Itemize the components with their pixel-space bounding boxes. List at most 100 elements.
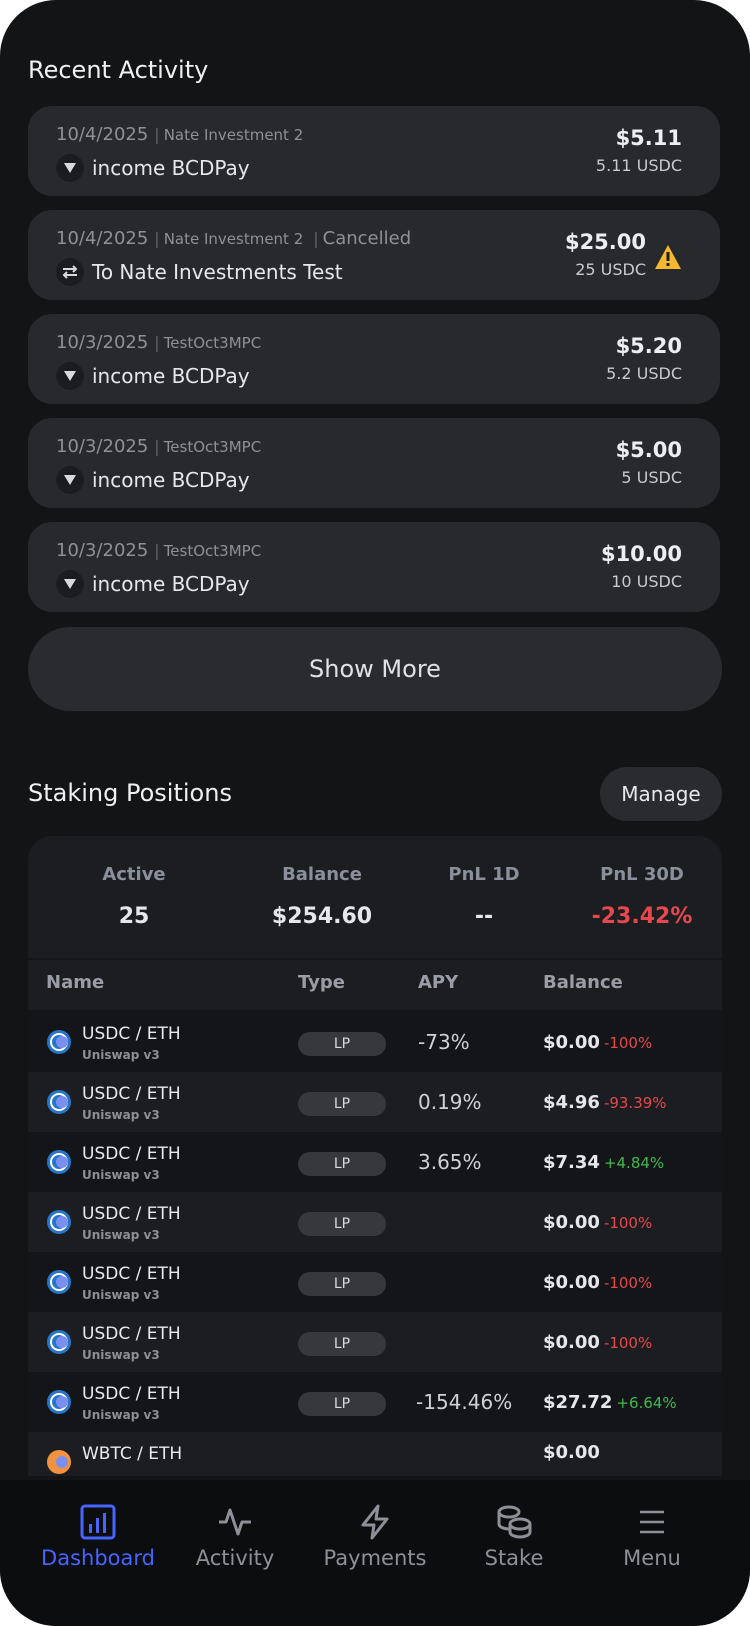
position-change: -100%: [603, 1214, 653, 1232]
activity-item[interactable]: 10/3/2025 | TestOct3MPC income BCDPay $10.…: [28, 522, 720, 612]
activity-account: Nate Investment 2: [163, 230, 304, 248]
position-change: +4.84%: [603, 1154, 665, 1172]
activity-item[interactable]: 10/3/2025 | TestOct3MPC income BCDPay $5.2…: [28, 314, 720, 404]
usdc-token-icon: [47, 1270, 71, 1294]
position-change: +6.64%: [616, 1394, 677, 1412]
position-type-badge: LP: [298, 1152, 386, 1176]
divider: [28, 958, 722, 960]
position-balance: $0.00: [543, 1032, 600, 1053]
nav-stake[interactable]: Stake: [444, 1504, 584, 1570]
activity-amount-usdc: 5.11 USDC: [595, 156, 682, 175]
show-more-button[interactable]: Show More: [28, 627, 722, 711]
summary-pnl-30d-label: PnL 30D: [600, 864, 684, 885]
arrow-down-icon: [56, 154, 84, 182]
position-balance: $0.00: [543, 1442, 600, 1463]
usdc-token-icon: [47, 1330, 71, 1354]
table-row[interactable]: USDC / ETH Uniswap v3 LP -73% $0.00 -100%: [28, 1012, 722, 1072]
position-pair: USDC / ETH: [82, 1144, 181, 1164]
usdc-token-icon: [47, 1090, 71, 1114]
table-row[interactable]: WBTC / ETH $0.00: [28, 1432, 722, 1476]
activity-date: 10/3/2025: [56, 332, 149, 353]
position-apy: -73%: [418, 1030, 470, 1054]
position-apy: -154.46%: [416, 1390, 513, 1414]
table-row[interactable]: USDC / ETH Uniswap v3 LP $0.00 -100%: [28, 1312, 722, 1372]
position-pair: USDC / ETH: [82, 1024, 181, 1044]
bottom-nav: Dashboard Activity Payments Stake Menu: [0, 1480, 750, 1626]
activity-description: To Nate Investments Test: [92, 260, 343, 284]
activity-item[interactable]: 10/4/2025 | Nate Investment 2 | Cancelled To…: [28, 210, 720, 300]
manage-button[interactable]: Manage: [600, 767, 722, 821]
nav-activity[interactable]: Activity: [165, 1504, 305, 1570]
position-type-badge: LP: [298, 1212, 386, 1236]
table-row[interactable]: USDC / ETH Uniswap v3 LP $0.00 -100%: [28, 1252, 722, 1312]
usdc-token-icon: [47, 1150, 71, 1174]
table-row[interactable]: USDC / ETH Uniswap v3 LP 0.19% $4.96 -93.…: [28, 1072, 722, 1132]
summary-pnl-30d-value: -23.42%: [591, 904, 693, 929]
column-header-name[interactable]: Name: [46, 972, 105, 993]
activity-status: Cancelled: [322, 228, 412, 249]
position-pair: USDC / ETH: [82, 1264, 181, 1284]
activity-description: income BCDPay: [92, 572, 250, 596]
position-protocol: Uniswap v3: [82, 1348, 160, 1362]
activity-amount: $5.20: [615, 334, 682, 358]
column-header-type[interactable]: Type: [298, 972, 345, 993]
nav-payments[interactable]: Payments: [305, 1504, 445, 1570]
position-change: -100%: [603, 1274, 653, 1292]
position-balance: $0.00: [543, 1272, 600, 1293]
position-change: -93.39%: [603, 1094, 667, 1112]
summary-pnl-1d-label: PnL 1D: [448, 864, 520, 885]
position-type-badge: LP: [298, 1092, 386, 1116]
usdc-token-icon: [47, 1030, 71, 1054]
position-protocol: Uniswap v3: [82, 1168, 160, 1182]
table-row[interactable]: USDC / ETH Uniswap v3 LP -154.46% $27.72…: [28, 1372, 722, 1432]
position-balance: $7.34: [543, 1152, 600, 1173]
activity-amount: $10.00: [600, 542, 682, 566]
position-protocol: Uniswap v3: [82, 1228, 160, 1242]
position-protocol: Uniswap v3: [82, 1108, 160, 1122]
position-balance: $27.72: [543, 1392, 613, 1413]
arrow-down-icon: [56, 362, 84, 390]
activity-description: income BCDPay: [92, 364, 250, 388]
table-row[interactable]: USDC / ETH Uniswap v3 LP $0.00 -100%: [28, 1192, 722, 1252]
activity-date: 10/4/2025: [56, 228, 149, 249]
transfer-icon: [56, 258, 84, 286]
activity-date: 10/3/2025: [56, 436, 149, 457]
nav-label: Activity: [195, 1546, 275, 1570]
position-type-badge: LP: [298, 1332, 386, 1356]
activity-item[interactable]: 10/4/2025 | Nate Investment 2 income BCDPa…: [28, 106, 720, 196]
divider: [28, 1010, 722, 1012]
position-change: -100%: [603, 1034, 653, 1052]
warning-icon: [654, 244, 682, 274]
position-pair: USDC / ETH: [82, 1084, 181, 1104]
column-header-balance[interactable]: Balance: [543, 972, 623, 993]
recent-activity-title: Recent Activity: [28, 56, 209, 84]
activity-amount: $5.00: [615, 438, 682, 462]
nav-menu[interactable]: Menu: [582, 1504, 722, 1570]
arrow-down-icon: [56, 466, 84, 494]
wbtc-token-icon: [47, 1450, 71, 1474]
position-change: -100%: [603, 1334, 653, 1352]
column-header-apy[interactable]: APY: [418, 972, 459, 993]
summary-active-label: Active: [102, 864, 166, 885]
position-protocol: Uniswap v3: [82, 1048, 160, 1062]
nav-dashboard[interactable]: Dashboard: [28, 1504, 168, 1570]
summary-active-value: 25: [118, 904, 150, 929]
staking-positions-title: Staking Positions: [28, 779, 232, 807]
position-pair: USDC / ETH: [82, 1384, 181, 1404]
position-balance: $0.00: [543, 1212, 600, 1233]
activity-amount-usdc: 5 USDC: [621, 468, 682, 487]
activity-amount-usdc: 10 USDC: [611, 572, 682, 591]
table-row[interactable]: USDC / ETH Uniswap v3 LP 3.65% $7.34 +4.8…: [28, 1132, 722, 1192]
activity-item[interactable]: 10/3/2025 | TestOct3MPC income BCDPay $5.0…: [28, 418, 720, 508]
lightning-icon: [361, 1504, 389, 1540]
activity-date: 10/4/2025: [56, 124, 149, 145]
activity-account: TestOct3MPC: [163, 438, 262, 456]
position-protocol: Uniswap v3: [82, 1288, 160, 1302]
usdc-token-icon: [47, 1210, 71, 1234]
position-balance: $4.96: [543, 1092, 600, 1113]
coins-icon: [497, 1505, 532, 1539]
position-pair: USDC / ETH: [82, 1204, 181, 1224]
position-pair: WBTC / ETH: [82, 1444, 183, 1464]
position-balance: $0.00: [543, 1332, 600, 1353]
